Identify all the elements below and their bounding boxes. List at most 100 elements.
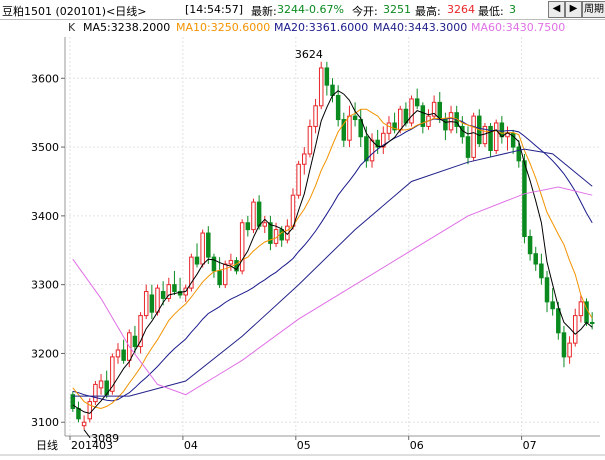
candle	[347, 105, 352, 148]
candle-body	[155, 287, 160, 313]
prev-button[interactable]: ◀	[548, 1, 565, 18]
candle-body	[471, 115, 476, 158]
candle	[335, 85, 341, 127]
x-tick-label: 05	[297, 439, 311, 452]
period-button[interactable]: 周期	[582, 1, 605, 18]
low-value: 3	[509, 3, 516, 16]
x-tick-label: 201403	[71, 439, 113, 452]
candle-body	[341, 119, 347, 141]
candle-body	[505, 132, 510, 138]
candle	[268, 215, 273, 251]
candle-body	[392, 122, 397, 131]
candle-body	[160, 291, 166, 299]
ma40-label: MA40:3443.3000	[373, 21, 468, 34]
y-tick-label: 3400	[31, 210, 59, 223]
candle-body	[228, 260, 234, 265]
candle	[98, 374, 104, 395]
candle-body	[522, 160, 527, 238]
candle	[110, 353, 115, 395]
candle-body	[110, 356, 115, 392]
candle	[296, 160, 301, 199]
candle	[352, 102, 358, 127]
candle-body	[76, 407, 81, 420]
candle	[239, 219, 245, 275]
ma60-line	[72, 186, 593, 396]
candle	[584, 298, 589, 326]
y-tick-label: 3200	[31, 347, 59, 360]
candle	[194, 243, 200, 268]
candle	[358, 109, 363, 148]
k-label: K	[68, 21, 76, 34]
candle-body	[589, 321, 595, 324]
candle	[70, 391, 76, 412]
candle	[172, 270, 177, 295]
candle-body	[211, 256, 217, 272]
candle	[482, 122, 488, 148]
candle	[307, 119, 313, 158]
candle-body	[302, 153, 307, 165]
candle-body	[172, 284, 177, 293]
candle	[189, 253, 194, 292]
ma20-line	[72, 117, 593, 402]
candle-body	[217, 270, 222, 286]
candle-body	[488, 125, 493, 152]
candle-body	[352, 115, 358, 121]
candle	[149, 284, 155, 320]
candle	[251, 198, 256, 234]
next-button[interactable]: ▶	[565, 1, 582, 18]
candle-body	[189, 256, 194, 289]
candle	[132, 325, 138, 354]
ma10-label: MA10:3250.6000	[176, 21, 271, 34]
candle-body	[556, 308, 561, 334]
candle	[409, 95, 414, 127]
candle-body	[93, 383, 98, 403]
candle-body	[115, 349, 121, 358]
candle	[375, 129, 380, 154]
candle-body	[572, 315, 578, 344]
candle	[177, 277, 183, 299]
candle-body	[414, 98, 420, 107]
ma5-label: MA5:3238.2000	[83, 21, 171, 34]
candle-body	[539, 263, 544, 279]
timestamp: [14:54:57]	[185, 3, 243, 16]
candle-body	[245, 222, 251, 231]
x-tick-label: 06	[410, 439, 424, 452]
candle	[160, 281, 166, 306]
candle-body	[149, 294, 155, 313]
candle-body	[194, 256, 200, 265]
candle	[471, 112, 476, 161]
candle	[544, 270, 550, 313]
candle-body	[510, 132, 516, 148]
candle	[448, 105, 454, 134]
candle	[81, 415, 87, 430]
candle-body	[222, 263, 228, 286]
x-tick-label: 04	[184, 439, 198, 452]
candle	[533, 246, 538, 271]
candle-body	[177, 291, 183, 296]
candle	[488, 122, 493, 158]
candle	[527, 229, 533, 261]
low-label: 最低:	[478, 5, 504, 18]
candle	[93, 380, 98, 406]
candle-body	[561, 332, 567, 358]
candle-body	[386, 122, 392, 134]
candle	[493, 119, 499, 154]
candle	[499, 116, 505, 144]
candle	[285, 219, 290, 244]
candle-body	[87, 401, 93, 420]
candle	[572, 308, 578, 347]
candle-body	[81, 421, 87, 427]
candle	[550, 288, 555, 316]
latest-value: 3244	[277, 3, 305, 16]
candle-body	[313, 105, 318, 127]
high-annotation: 3624	[295, 48, 323, 61]
candle-body	[544, 277, 550, 303]
candle	[522, 153, 527, 244]
x-tick-label: 07	[523, 439, 537, 452]
candle-body	[381, 132, 386, 148]
open-label: 今开:	[352, 5, 378, 18]
candle-body	[431, 101, 437, 117]
candle-body	[409, 98, 414, 124]
latest-label: 最新:	[251, 5, 277, 18]
